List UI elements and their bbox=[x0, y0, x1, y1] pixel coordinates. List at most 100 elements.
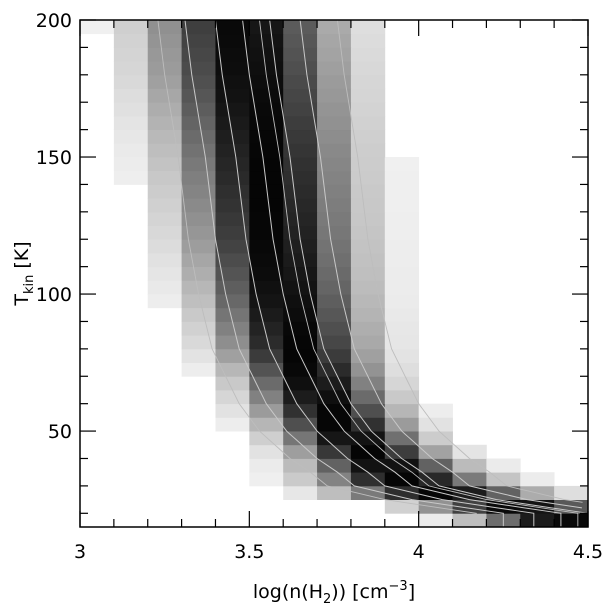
heatmap-cell bbox=[283, 335, 318, 350]
heatmap-cell bbox=[147, 280, 182, 295]
heatmap-cell bbox=[384, 444, 420, 459]
heatmap-cell bbox=[181, 239, 216, 254]
heatmap-cell bbox=[283, 225, 318, 240]
heatmap-cell bbox=[317, 417, 352, 432]
heatmap-cell bbox=[283, 198, 318, 213]
heatmap-cell bbox=[181, 198, 216, 213]
heatmap-cell bbox=[384, 348, 420, 363]
heatmap-cell bbox=[317, 211, 352, 226]
heatmap-cell bbox=[215, 266, 250, 281]
heatmap-cell bbox=[283, 389, 318, 405]
heatmap-cell bbox=[384, 431, 420, 446]
heatmap-cell bbox=[181, 61, 216, 76]
heatmap-cell bbox=[181, 307, 216, 322]
heatmap-cell bbox=[249, 252, 284, 268]
heatmap-cell bbox=[249, 362, 284, 377]
heatmap-cell bbox=[384, 266, 420, 281]
heatmap-cell bbox=[215, 280, 250, 295]
heatmap-cell bbox=[350, 335, 386, 350]
heatmap-cell bbox=[384, 485, 420, 500]
heatmap-cell bbox=[249, 198, 284, 213]
reference-curve bbox=[259, 19, 579, 527]
y-tick-label: 50 bbox=[48, 421, 72, 443]
heatmap-cell bbox=[181, 321, 216, 336]
heatmap-cell bbox=[283, 33, 318, 48]
heatmap-cell bbox=[181, 33, 216, 48]
heatmap-cell bbox=[350, 20, 386, 35]
heatmap-cell bbox=[418, 499, 453, 514]
heatmap-cell bbox=[249, 403, 284, 418]
heatmap-cell bbox=[249, 115, 284, 131]
x-axis-label-main: log(n(H bbox=[253, 581, 323, 603]
heatmap-cell bbox=[215, 307, 250, 322]
heatmap-cell bbox=[181, 157, 216, 172]
heatmap-cell bbox=[249, 472, 284, 487]
heatmap-cell bbox=[452, 458, 487, 473]
contour-line bbox=[269, 19, 589, 527]
heatmap-cell bbox=[283, 115, 318, 131]
heatmap-cell bbox=[350, 376, 386, 391]
heatmap-cell bbox=[147, 20, 182, 35]
heatmap-cell bbox=[418, 472, 453, 487]
tick-labels: 3 3.5 4 4.5 50 100 150 200 bbox=[36, 10, 603, 563]
heatmap-cell bbox=[215, 335, 250, 350]
heatmap-cell bbox=[384, 184, 420, 199]
heatmap-cell bbox=[350, 88, 386, 103]
heatmap-cell bbox=[384, 280, 420, 295]
heatmap-cell bbox=[384, 389, 420, 405]
heatmap-cell bbox=[113, 170, 149, 185]
heatmap-cell bbox=[147, 47, 182, 62]
reference-curves bbox=[157, 19, 583, 527]
heatmap-cell bbox=[113, 129, 149, 144]
heatmap-cell bbox=[147, 115, 182, 131]
y-axis-label-main: T bbox=[11, 294, 33, 307]
heatmap-cell bbox=[418, 513, 453, 528]
heatmap-cell bbox=[418, 458, 453, 473]
heatmap-cell bbox=[249, 88, 284, 103]
contour-line bbox=[184, 19, 504, 527]
heatmap-cell bbox=[317, 403, 352, 418]
heatmap-cell bbox=[249, 239, 284, 254]
heatmap-cell bbox=[283, 266, 318, 281]
y-tick-label: 100 bbox=[36, 284, 72, 306]
heatmap-cell bbox=[317, 157, 352, 172]
heatmap-cell bbox=[384, 294, 420, 309]
heatmap-cell bbox=[317, 225, 352, 240]
heatmap-cell bbox=[384, 157, 420, 172]
heatmap-cell bbox=[249, 184, 284, 199]
heatmap-cell bbox=[283, 403, 318, 418]
heatmap-cell bbox=[215, 239, 250, 254]
heatmap-cell bbox=[181, 102, 216, 117]
heatmap-cell bbox=[215, 376, 250, 391]
axis-ticks bbox=[79, 19, 589, 527]
heatmap-cell bbox=[317, 74, 352, 89]
heatmap-cell bbox=[317, 389, 352, 405]
heatmap-cell bbox=[283, 376, 318, 391]
heatmap-cell bbox=[418, 431, 453, 446]
heatmap-cell bbox=[384, 307, 420, 322]
heatmap-cell bbox=[520, 472, 555, 487]
heatmap-cells bbox=[80, 20, 589, 528]
heatmap-cell bbox=[418, 444, 453, 459]
heatmap-cell bbox=[181, 143, 216, 158]
heatmap-cell bbox=[384, 417, 420, 432]
heatmap-cell bbox=[283, 20, 318, 35]
y-axis-label-sub: kin bbox=[22, 275, 37, 294]
heatmap-cell bbox=[283, 252, 318, 268]
heatmap-cell bbox=[215, 389, 250, 405]
x-axis-label-close: )) [cm bbox=[331, 581, 388, 603]
heatmap-cell bbox=[181, 115, 216, 131]
heatmap-cell bbox=[249, 307, 284, 322]
heatmap-cell bbox=[147, 88, 182, 103]
heatmap-cell bbox=[384, 403, 420, 418]
heatmap-cell bbox=[350, 266, 386, 281]
y-tick-label: 200 bbox=[36, 10, 72, 32]
heatmap-cell bbox=[384, 321, 420, 336]
contour-line bbox=[299, 19, 582, 509]
heatmap-cell bbox=[215, 20, 250, 35]
x-tick-label: 4 bbox=[413, 541, 425, 563]
heatmap-cell bbox=[181, 74, 216, 89]
heatmap-cell bbox=[350, 280, 386, 295]
heatmap-cell bbox=[384, 472, 420, 487]
heatmap-cell bbox=[283, 74, 318, 89]
